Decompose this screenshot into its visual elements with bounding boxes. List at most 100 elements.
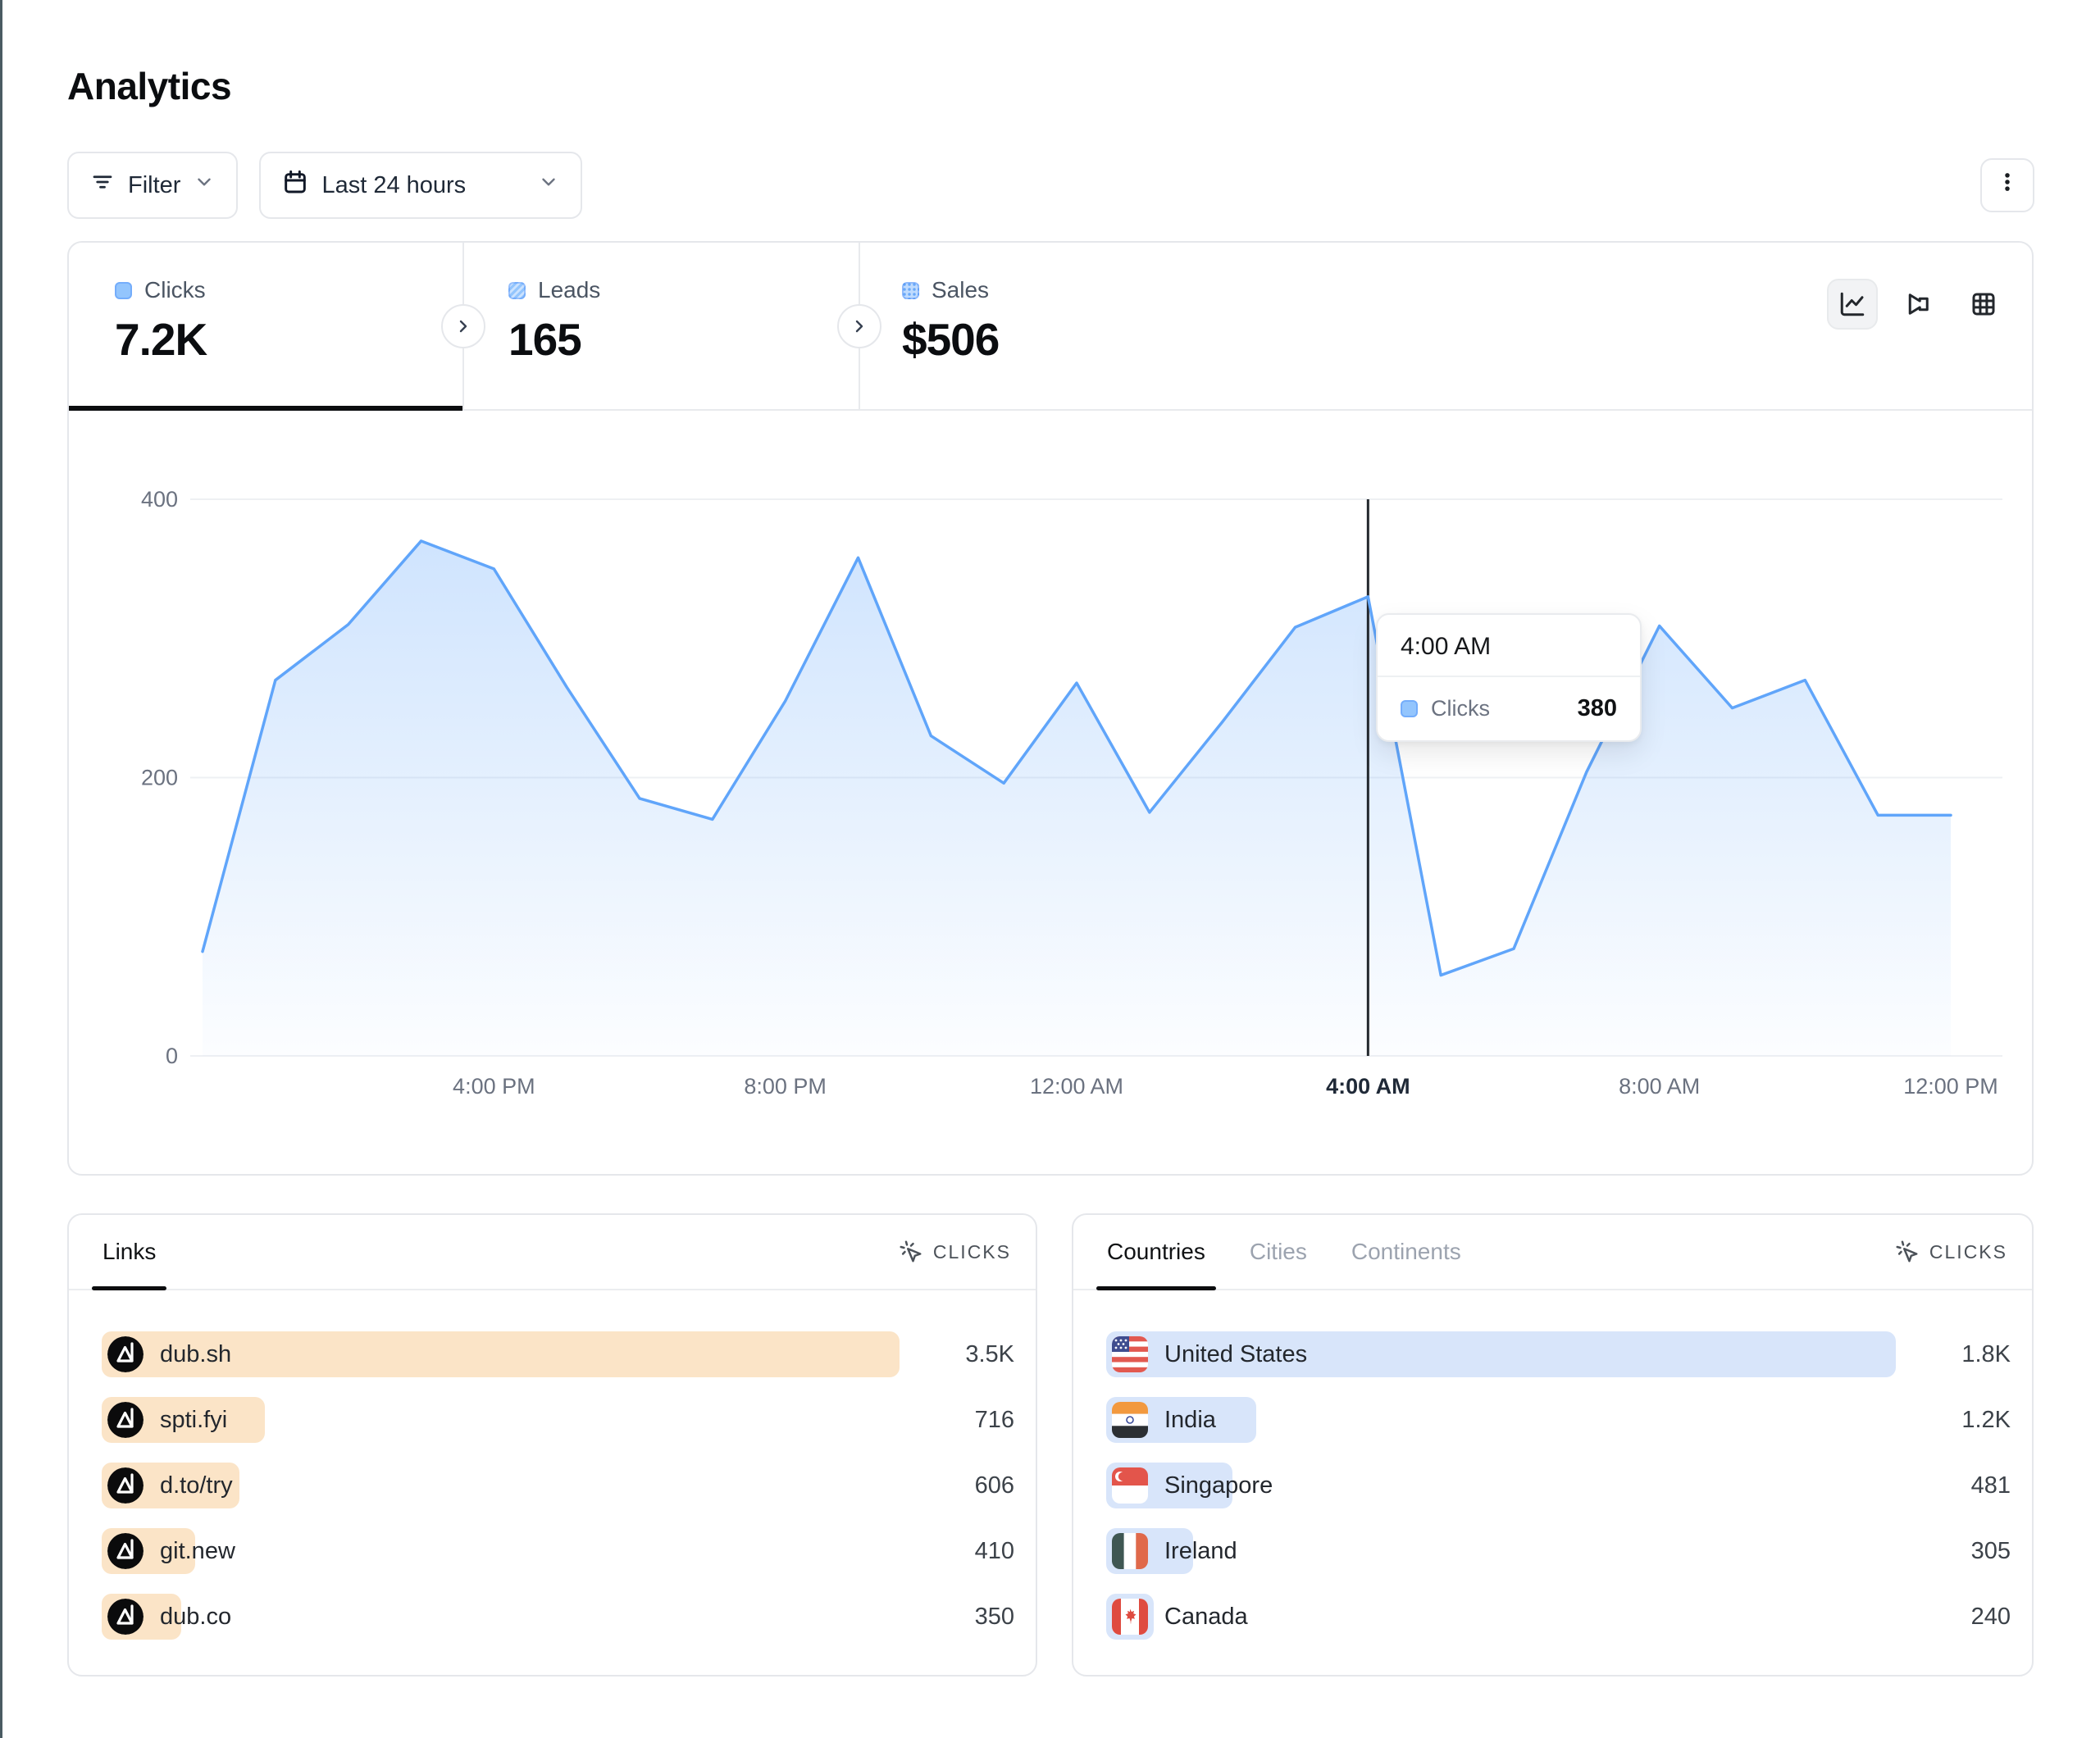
link-clicks: 606: [974, 1472, 1014, 1499]
date-range-label: Last 24 hours: [321, 171, 467, 198]
clicks-area-chart[interactable]: 0 200 400 4:00 PM 8:00 PM 12:00 AM 4:00 AM 8:00…: [69, 411, 2032, 1176]
svg-text:8:00 PM: 8:00 PM: [744, 1074, 827, 1099]
link-row[interactable]: spti.fyi 716: [102, 1397, 1014, 1443]
india-flag-icon: [1112, 1402, 1148, 1438]
tab-countries[interactable]: Countries: [1096, 1215, 1216, 1290]
dub-logo-icon: [107, 1533, 143, 1569]
chart-area: 0 200 400 4:00 PM 8:00 PM 12:00 AM 4:00 AM 8:00…: [69, 411, 2032, 1176]
country-clicks: 1.8K: [1961, 1340, 2011, 1367]
analytics-card: Clicks 7.2K Leads 165 Sales $506: [67, 241, 2034, 1176]
canada-flag-icon: [1112, 1599, 1148, 1635]
chevron-right-icon: [855, 320, 863, 333]
kebab-menu-icon: [1995, 170, 2020, 201]
links-sort-by[interactable]: CLICKS: [899, 1240, 1011, 1264]
tab-continents[interactable]: Continents: [1351, 1239, 1461, 1264]
left-edge-strip: [0, 0, 2, 1738]
expand-clicks-button[interactable]: [441, 304, 485, 348]
country-row[interactable]: Singapore 481: [1106, 1463, 2011, 1508]
svg-text:4:00 PM: 4:00 PM: [453, 1074, 535, 1099]
countries-panel: Countries Cities Continents CLICKS Unite…: [1072, 1213, 2034, 1677]
tooltip-value: 380: [1577, 695, 1617, 721]
country-name: Singapore: [1164, 1472, 1273, 1499]
clicks-label: Clicks: [144, 277, 206, 303]
svg-text:8:00 AM: 8:00 AM: [1619, 1074, 1700, 1099]
filter-icon: [90, 170, 115, 201]
page-title: Analytics: [67, 65, 232, 107]
clicks-value: 7.2K: [115, 314, 207, 365]
line-chart-icon: [1840, 292, 1865, 316]
link-name: dub.sh: [160, 1340, 232, 1367]
svg-text:200: 200: [141, 766, 178, 790]
table-icon: [1972, 293, 1995, 316]
country-row[interactable]: Canada 240: [1106, 1594, 2011, 1640]
country-row[interactable]: Ireland 305: [1106, 1528, 2011, 1574]
tab-sales[interactable]: Sales $506: [856, 243, 1250, 409]
country-bar: [1106, 1331, 1896, 1377]
clicks-swatch: [115, 281, 132, 299]
metric-tabs: Clicks 7.2K Leads 165 Sales $506: [69, 243, 2032, 411]
link-row[interactable]: dub.co 350: [102, 1594, 1014, 1640]
calendar-icon: [282, 169, 308, 202]
tab-leads[interactable]: Leads 165: [462, 243, 856, 409]
dub-logo-icon: [107, 1467, 143, 1504]
link-clicks: 716: [974, 1406, 1014, 1433]
country-name: United States: [1164, 1340, 1308, 1367]
link-bar: [102, 1331, 900, 1377]
svg-text:400: 400: [141, 487, 178, 512]
tab-links[interactable]: Links: [92, 1215, 167, 1290]
chevron-down-icon: [538, 171, 559, 199]
chart-tooltip: 4:00 AM Clicks 380: [1376, 613, 1642, 742]
active-tab-underline: [69, 406, 462, 411]
tooltip-series-label: Clicks: [1431, 696, 1490, 721]
svg-text:12:00 AM: 12:00 AM: [1030, 1074, 1123, 1099]
chevron-down-icon: [194, 171, 215, 199]
svg-text:12:00 PM: 12:00 PM: [1903, 1074, 1998, 1099]
filter-button[interactable]: Filter: [67, 152, 239, 219]
leads-label: Leads: [538, 277, 601, 303]
cursor-click-icon: [900, 1240, 922, 1263]
link-clicks: 3.5K: [965, 1340, 1014, 1367]
expand-leads-button[interactable]: [837, 304, 881, 348]
country-row[interactable]: United States 1.8K: [1106, 1331, 2011, 1377]
more-options-button[interactable]: [1980, 158, 2034, 212]
date-range-button[interactable]: Last 24 hours: [259, 152, 583, 219]
leads-swatch: [508, 281, 526, 299]
tooltip-clicks-swatch: [1401, 700, 1418, 717]
toolbar: Filter Last 24 hours: [67, 152, 2034, 219]
svg-text:0: 0: [166, 1044, 178, 1068]
country-name: Canada: [1164, 1603, 1248, 1630]
countries-sort-label: CLICKS: [1929, 1240, 2007, 1263]
country-row[interactable]: India 1.2K: [1106, 1397, 2011, 1443]
leads-value: 165: [508, 314, 582, 365]
dub-logo-icon: [107, 1599, 143, 1635]
chart-view-toggles: [1827, 279, 2009, 330]
link-name: dub.co: [160, 1603, 232, 1630]
links-panel: Links CLICKS dub.sh 3.5K spti.fyi 716: [67, 1213, 1037, 1677]
cursor-click-icon: [1896, 1240, 1918, 1263]
link-row[interactable]: git.new 410: [102, 1528, 1014, 1574]
ireland-flag-icon: [1112, 1533, 1148, 1569]
link-row[interactable]: d.to/try 606: [102, 1463, 1014, 1508]
funnel-view-button[interactable]: [1893, 279, 1943, 330]
link-clicks: 410: [974, 1537, 1014, 1564]
tab-clicks[interactable]: Clicks 7.2K: [69, 243, 462, 409]
us-flag-icon: [1112, 1336, 1148, 1372]
line-chart-view-button[interactable]: [1827, 279, 1878, 330]
country-clicks: 481: [1970, 1472, 2011, 1499]
singapore-flag-icon: [1112, 1467, 1148, 1504]
dub-logo-icon: [107, 1402, 143, 1438]
links-sort-label: CLICKS: [932, 1240, 1011, 1263]
link-name: git.new: [160, 1537, 235, 1564]
filter-button-label: Filter: [128, 171, 181, 198]
link-name: spti.fyi: [160, 1406, 228, 1433]
country-clicks: 305: [1970, 1537, 2011, 1564]
country-clicks: 1.2K: [1961, 1406, 2011, 1433]
link-row[interactable]: dub.sh 3.5K: [102, 1331, 1014, 1377]
chevron-right-icon: [459, 320, 467, 333]
link-clicks: 350: [974, 1603, 1014, 1630]
link-name: d.to/try: [160, 1472, 233, 1499]
table-view-button[interactable]: [1958, 279, 2009, 330]
tab-cities[interactable]: Cities: [1249, 1239, 1307, 1264]
countries-sort-by[interactable]: CLICKS: [1895, 1240, 2007, 1264]
